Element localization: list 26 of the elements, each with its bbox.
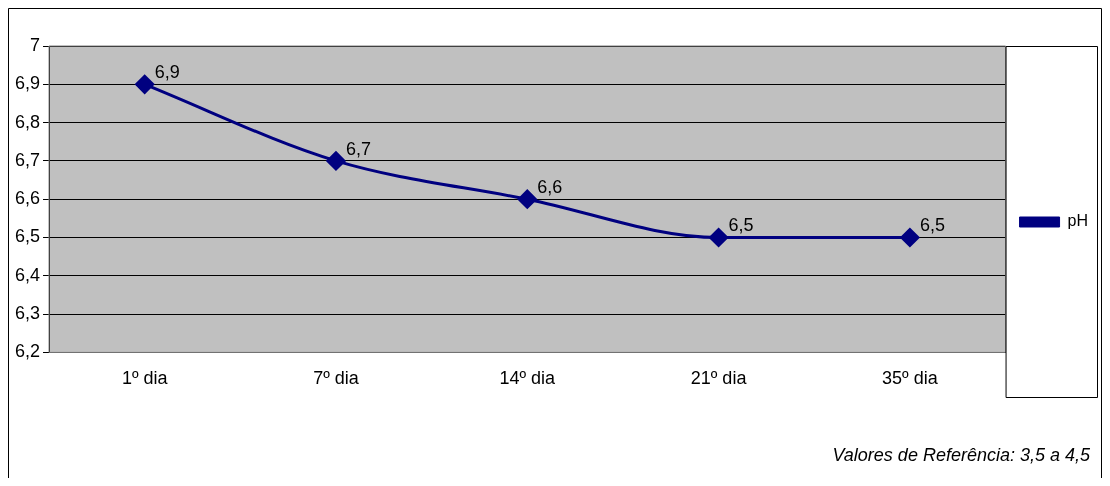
point xyxy=(135,74,155,94)
data-label: 6,5 xyxy=(728,215,754,236)
x-tick-label: 35º dia xyxy=(882,368,939,389)
y-tick-label: 6,6 xyxy=(14,188,41,209)
y-tick-label: 6,2 xyxy=(14,341,41,362)
text: Valores de Referência: 3,5 a 4,5 xyxy=(832,445,1091,465)
point xyxy=(709,228,729,247)
x-tick-label: 21º dia xyxy=(690,368,748,389)
data-label: 6,5 xyxy=(919,215,945,236)
data-label: 6,9 xyxy=(154,62,180,83)
y-tick-label: 6,5 xyxy=(14,226,41,247)
y-tick-label: 6,7 xyxy=(14,149,41,170)
point xyxy=(517,189,537,209)
y-tick-label: 6,3 xyxy=(14,303,41,324)
y-tick-label: 6,4 xyxy=(14,264,41,285)
y-tick-label: 6,9 xyxy=(14,73,41,94)
data-label: 6,6 xyxy=(537,177,563,198)
y-tick-label: 7 xyxy=(30,34,41,55)
data-label: 6,7 xyxy=(345,138,372,159)
legend-label: pH xyxy=(1067,212,1088,230)
point xyxy=(326,151,346,171)
x-tick-label: 14º dia xyxy=(499,368,557,389)
x-tick-label: 1º dia xyxy=(121,368,169,389)
point xyxy=(900,228,920,247)
y-tick-label: 6,8 xyxy=(14,111,41,132)
x-tick-label: 7º dia xyxy=(313,368,360,389)
